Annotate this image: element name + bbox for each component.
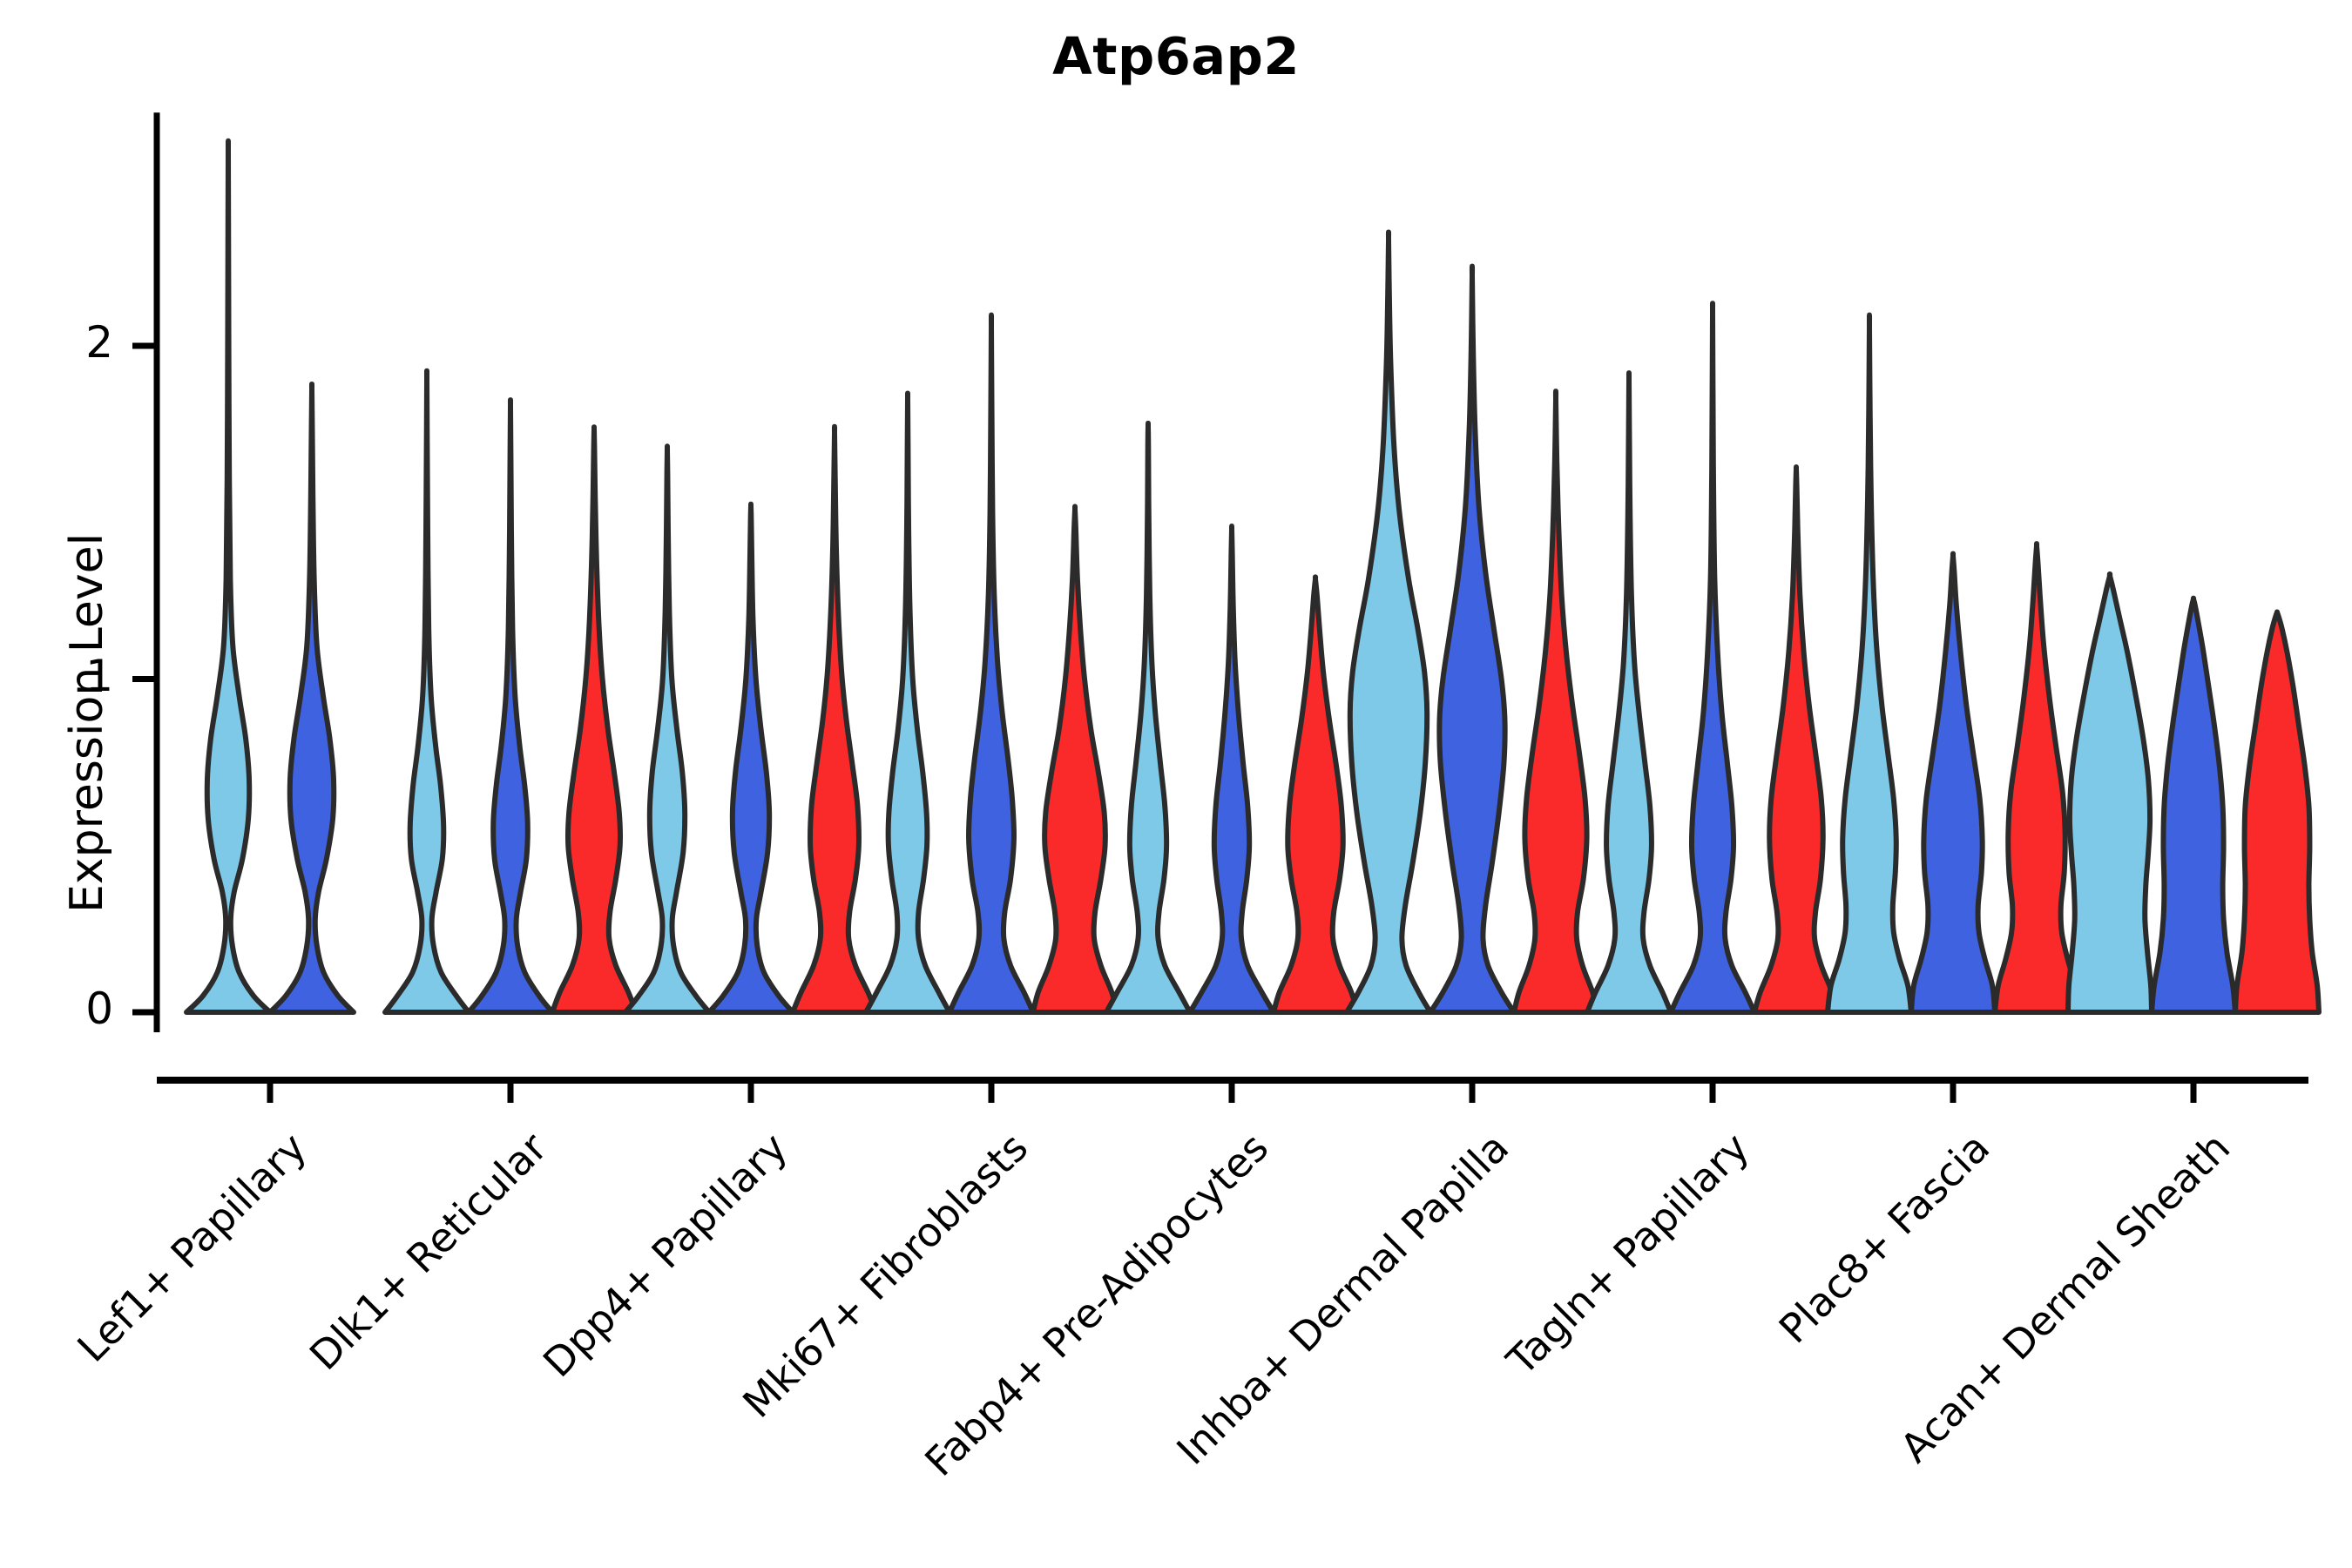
violin-5-1	[1104, 420, 1193, 1015]
violin-2-2	[466, 397, 555, 1015]
violin-6-3	[1511, 389, 1600, 1015]
y-tick-label-2: 2	[85, 317, 113, 368]
violin-7-3	[1752, 464, 1841, 1015]
violin-4-1	[863, 390, 952, 1015]
violin-3-2	[706, 501, 795, 1015]
violins-layer	[184, 138, 2322, 1015]
violin-6-2	[1428, 263, 1517, 1015]
violin-1-1	[184, 138, 273, 1015]
violin-5-3	[1271, 574, 1360, 1015]
violin-4-3	[1031, 504, 1119, 1015]
violin-9-1	[2065, 571, 2154, 1015]
violin-2-1	[382, 368, 471, 1015]
violin-8-1	[1825, 312, 1914, 1015]
violin-2-3	[550, 424, 639, 1015]
violin-9-3	[2233, 609, 2322, 1015]
violin-8-2	[1909, 551, 1997, 1015]
violin-7-2	[1668, 301, 1757, 1015]
axes-layer	[132, 112, 2308, 1103]
violin-1-2	[267, 381, 356, 1015]
violin-4-2	[947, 312, 1036, 1015]
violin-8-3	[1992, 541, 2081, 1015]
chart-title: Atp6ap2	[1052, 26, 1300, 86]
violin-3-3	[790, 423, 879, 1015]
violin-9-2	[2149, 595, 2238, 1015]
y-tick-label-0: 0	[85, 983, 113, 1034]
violin-6-1	[1344, 229, 1433, 1015]
y-tick-label-1: 1	[85, 650, 113, 701]
violin-5-2	[1187, 524, 1276, 1015]
violin-7-1	[1585, 370, 1673, 1015]
violin-3-1	[623, 443, 712, 1015]
